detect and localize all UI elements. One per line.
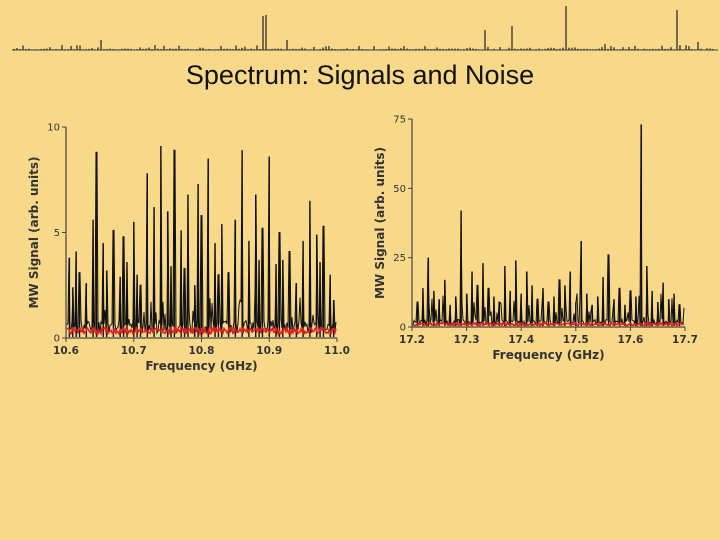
x-axis-label: Frequency (GHz) (145, 359, 257, 373)
y-axis-label: MW Signal (arb. units) (27, 156, 41, 308)
y-axis-label: MW Signal (arb. units) (373, 147, 387, 299)
y-tick-label: 75 (393, 115, 406, 126)
x-tick-label: 17.6 (617, 334, 643, 346)
y-tick-label: 0 (54, 334, 60, 345)
chart-right: 0 25 50 75 17.2 17.3 17.4 17.5 17.6 17.7 Frequency… (373, 115, 698, 363)
chart-left: 0 5 10 10.6 10.7 10.8 10.9 11.0 Frequency (GHz) M… (27, 123, 350, 374)
x-tick-label: 10.8 (189, 345, 215, 357)
x-tick-label: 10.6 (53, 345, 79, 357)
noise-trace (66, 324, 337, 337)
x-tick-label: 10.9 (256, 345, 282, 357)
x-tick-label: 17.7 (672, 334, 698, 346)
signal-trace (66, 145, 337, 336)
y-tick-label: 10 (47, 123, 60, 134)
x-axis-label: Frequency (GHz) (492, 348, 604, 362)
top-spectrum-strip (12, 6, 718, 51)
x-tick-label: 17.5 (563, 334, 589, 346)
signal-trace (412, 124, 685, 328)
x-tick-label: 10.7 (121, 345, 147, 357)
x-tick-label: 17.4 (508, 334, 534, 346)
y-tick-label: 0 (400, 323, 406, 334)
x-tick-label: 17.3 (454, 334, 480, 346)
x-tick-label: 11.0 (324, 345, 350, 357)
y-tick-label: 50 (393, 184, 406, 195)
slide-title: Spectrum: Signals and Noise (185, 60, 535, 90)
y-tick-label: 5 (54, 228, 60, 239)
y-tick-label: 25 (393, 253, 406, 264)
x-tick-label: 17.2 (399, 334, 425, 346)
noise-trace (412, 321, 685, 328)
